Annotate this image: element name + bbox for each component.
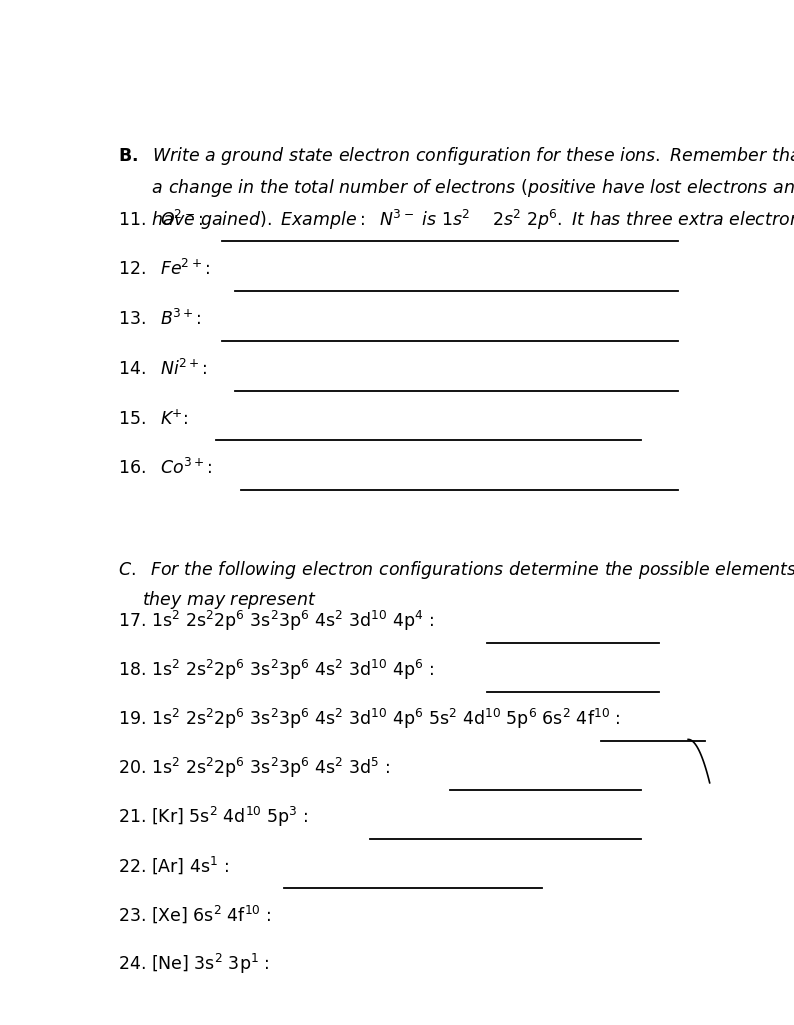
Text: $\mathit{\ \ \ \ \ \ a\ change\ in\ the\ total\ number\ of\ electrons\ (positive: $\mathit{\ \ \ \ \ \ a\ change\ in\ the\… <box>118 176 794 199</box>
Text: $\mathit{13.}$  $\mathit{B}$$^{3+}$:: $\mathit{13.}$ $\mathit{B}$$^{3+}$: <box>118 309 201 329</box>
Text: $\mathit{\ \ \ \ \ \ have\ gained).\ Example:}$  $\mathit{N}$$^{3-}$$\mathit{\ i: $\mathit{\ \ \ \ \ \ have\ gained).\ Exa… <box>118 208 794 233</box>
Text: 18. 1s$^{2}$ 2s$^{2}$2p$^{6}$ 3s$^{2}$3p$^{6}$ 4s$^{2}$ 3d$^{10}$ 4p$^{6}$ :: 18. 1s$^{2}$ 2s$^{2}$2p$^{6}$ 3s$^{2}$3p… <box>118 658 434 683</box>
Text: 22. [Ar] 4s$^{1}$ :: 22. [Ar] 4s$^{1}$ : <box>118 855 229 876</box>
Text: 19. 1s$^{2}$ 2s$^{2}$2p$^{6}$ 3s$^{2}$3p$^{6}$ 4s$^{2}$ 3d$^{10}$ 4p$^{6}$ 5s$^{: 19. 1s$^{2}$ 2s$^{2}$2p$^{6}$ 3s$^{2}$3p… <box>118 707 620 731</box>
Text: 21. [Kr] 5s$^{2}$ 4d$^{10}$ 5p$^{3}$ :: 21. [Kr] 5s$^{2}$ 4d$^{10}$ 5p$^{3}$ : <box>118 805 308 829</box>
Text: $\mathit{14.}$  $\mathit{Ni}$$^{2+}$:: $\mathit{14.}$ $\mathit{Ni}$$^{2+}$: <box>118 359 206 379</box>
Text: $\mathbf{B.}$  $\mathit{Write\ a\ ground\ state\ electron\ configuration\ for\ t: $\mathbf{B.}$ $\mathit{Write\ a\ ground\… <box>118 146 794 167</box>
Text: $\mathit{16.}$  $\mathit{Co}$$^{3+}$:: $\mathit{16.}$ $\mathit{Co}$$^{3+}$: <box>118 458 212 479</box>
Text: $\mathbf{\mathit{they\ may\ represent}}$: $\mathbf{\mathit{they\ may\ represent}}$ <box>142 589 317 612</box>
Text: 23. [Xe] 6s$^{2}$ 4f$^{10}$ :: 23. [Xe] 6s$^{2}$ 4f$^{10}$ : <box>118 904 272 926</box>
Text: 20. 1s$^{2}$ 2s$^{2}$2p$^{6}$ 3s$^{2}$3p$^{6}$ 4s$^{2}$ 3d$^{5}$ :: 20. 1s$^{2}$ 2s$^{2}$2p$^{6}$ 3s$^{2}$3p… <box>118 756 390 780</box>
Text: 24. [Ne] 3s$^{2}$ 3p$^{1}$ :: 24. [Ne] 3s$^{2}$ 3p$^{1}$ : <box>118 952 269 976</box>
Text: $\mathit{11.}$  $\mathit{O}$$^{2−}$:: $\mathit{11.}$ $\mathit{O}$$^{2−}$: <box>118 209 202 230</box>
Text: $\mathit{15.}$  $\mathit{K}$$^{+}$:: $\mathit{15.}$ $\mathit{K}$$^{+}$: <box>118 409 188 428</box>
Text: $\mathit{C.\ \ For\ the\ following\ electron\ configurations\ determine\ the\ po: $\mathit{C.\ \ For\ the\ following\ elec… <box>118 560 794 581</box>
Text: 17. 1s$^{2}$ 2s$^{2}$2p$^{6}$ 3s$^{2}$3p$^{6}$ 4s$^{2}$ 3d$^{10}$ 4p$^{4}$ :: 17. 1s$^{2}$ 2s$^{2}$2p$^{6}$ 3s$^{2}$3p… <box>118 609 434 633</box>
Text: $\mathit{12.}$  $\mathit{Fe}$$^{2+}$:: $\mathit{12.}$ $\mathit{Fe}$$^{2+}$: <box>118 259 210 280</box>
